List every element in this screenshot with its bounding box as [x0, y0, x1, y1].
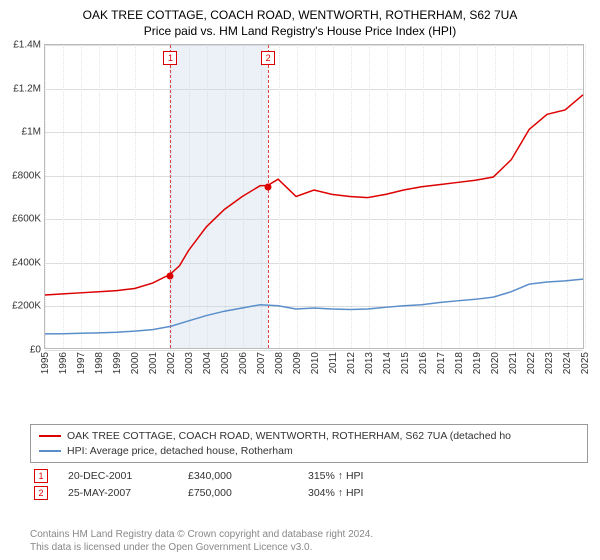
- x-axis-label: 2002: [166, 352, 177, 374]
- x-axis-label: 2011: [328, 352, 339, 374]
- sale-row: 1 20-DEC-2001 £340,000 315% ↑ HPI: [34, 469, 588, 483]
- x-axis-label: 2004: [202, 352, 213, 374]
- marker-badge: 2: [34, 486, 48, 500]
- y-axis-label: £400K: [12, 257, 41, 268]
- marker-badge: 1: [163, 51, 177, 65]
- sale-delta: 315% ↑ HPI: [308, 470, 408, 482]
- x-axis-label: 2015: [400, 352, 411, 374]
- y-axis-label: £1M: [22, 127, 41, 138]
- sale-row: 2 25-MAY-2007 £750,000 304% ↑ HPI: [34, 486, 588, 500]
- y-axis-label: £600K: [12, 214, 41, 225]
- x-axis-label: 1996: [58, 352, 69, 374]
- y-axis-label: £1.2M: [13, 83, 41, 94]
- chart-container: OAK TREE COTTAGE, COACH ROAD, WENTWORTH,…: [0, 0, 600, 420]
- legend-block: OAK TREE COTTAGE, COACH ROAD, WENTWORTH,…: [30, 424, 588, 503]
- x-axis-label: 2022: [526, 352, 537, 374]
- x-axis-label: 2012: [346, 352, 357, 374]
- y-axis-label: £200K: [12, 301, 41, 312]
- x-axis-label: 2013: [364, 352, 375, 374]
- chart-subtitle: Price paid vs. HM Land Registry's House …: [10, 24, 590, 38]
- x-axis-label: 2024: [562, 352, 573, 374]
- legend-label: HPI: Average price, detached house, Roth…: [67, 444, 293, 459]
- x-axis-label: 2023: [544, 352, 555, 374]
- plot-area: £0£200K£400K£600K£800K£1M£1.2M£1.4M19951…: [44, 44, 584, 349]
- x-axis-label: 1995: [40, 352, 51, 374]
- legend-label: OAK TREE COTTAGE, COACH ROAD, WENTWORTH,…: [67, 429, 511, 444]
- x-axis-label: 1999: [112, 352, 123, 374]
- legend-swatch: [39, 450, 61, 452]
- sale-delta: 304% ↑ HPI: [308, 487, 408, 499]
- sale-price: £340,000: [188, 470, 288, 482]
- x-axis-label: 2010: [310, 352, 321, 374]
- attribution-line: This data is licensed under the Open Gov…: [30, 541, 588, 554]
- chart-title: OAK TREE COTTAGE, COACH ROAD, WENTWORTH,…: [10, 8, 590, 24]
- legend-row: HPI: Average price, detached house, Roth…: [39, 444, 579, 459]
- x-axis-label: 2014: [382, 352, 393, 374]
- x-axis-label: 2018: [454, 352, 465, 374]
- attribution: Contains HM Land Registry data © Crown c…: [30, 528, 588, 554]
- attribution-line: Contains HM Land Registry data © Crown c…: [30, 528, 588, 541]
- sale-date: 25-MAY-2007: [68, 487, 168, 499]
- x-axis-label: 2006: [238, 352, 249, 374]
- x-axis-label: 2019: [472, 352, 483, 374]
- x-axis-label: 2000: [130, 352, 141, 374]
- legend-box: OAK TREE COTTAGE, COACH ROAD, WENTWORTH,…: [30, 424, 588, 463]
- legend-swatch: [39, 435, 61, 437]
- marker-badge: 2: [261, 51, 275, 65]
- x-axis-label: 2005: [220, 352, 231, 374]
- x-axis-label: 2016: [418, 352, 429, 374]
- sale-price: £750,000: [188, 487, 288, 499]
- x-axis-label: 2003: [184, 352, 195, 374]
- x-axis-label: 2009: [292, 352, 303, 374]
- y-axis-label: £800K: [12, 170, 41, 181]
- legend-row: OAK TREE COTTAGE, COACH ROAD, WENTWORTH,…: [39, 429, 579, 444]
- marker-badge: 1: [34, 469, 48, 483]
- x-axis-label: 1997: [76, 352, 87, 374]
- sale-date: 20-DEC-2001: [68, 470, 168, 482]
- x-axis-label: 2007: [256, 352, 267, 374]
- x-axis-label: 2021: [508, 352, 519, 374]
- x-axis-label: 2008: [274, 352, 285, 374]
- y-axis-label: £1.4M: [13, 40, 41, 51]
- x-axis-label: 2001: [148, 352, 159, 374]
- x-axis-label: 1998: [94, 352, 105, 374]
- x-axis-label: 2025: [580, 352, 591, 374]
- x-axis-label: 2020: [490, 352, 501, 374]
- x-axis-label: 2017: [436, 352, 447, 374]
